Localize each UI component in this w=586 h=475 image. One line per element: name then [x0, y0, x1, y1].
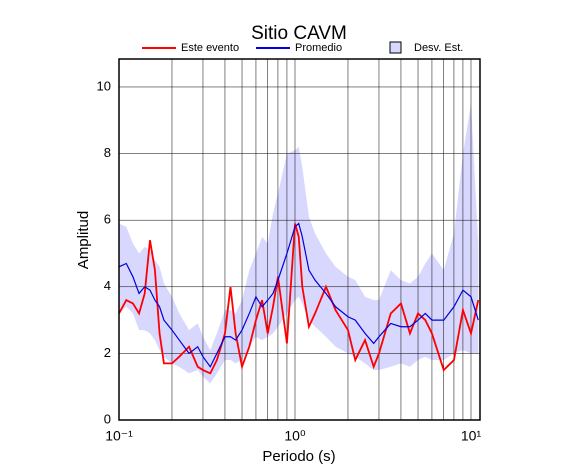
x-tick-label: 10¹	[461, 428, 482, 444]
y-tick-label: 2	[104, 345, 111, 360]
line	[118, 222, 479, 368]
y-tick-label: 4	[104, 278, 111, 293]
chart-title: Sitio CAVM	[251, 23, 347, 44]
y-tick-label: 6	[104, 212, 111, 227]
y-tick-label: 0	[104, 411, 111, 426]
y-tick-label: 10	[97, 78, 111, 93]
y-axis-label: Amplitud	[75, 211, 92, 269]
line	[118, 223, 480, 375]
y-tick-label: 8	[104, 145, 111, 160]
legend-label: Este evento	[181, 42, 239, 54]
x-tick-label: 10⁰	[284, 428, 306, 444]
legend-label: Desv. Est.	[414, 42, 463, 54]
legend-swatch	[389, 41, 402, 54]
x-axis-label: Periodo (s)	[262, 448, 335, 465]
x-tick-label: 10⁻¹	[105, 428, 133, 444]
legend-label: Promedio	[295, 42, 342, 54]
plot-frame	[118, 58, 481, 421]
